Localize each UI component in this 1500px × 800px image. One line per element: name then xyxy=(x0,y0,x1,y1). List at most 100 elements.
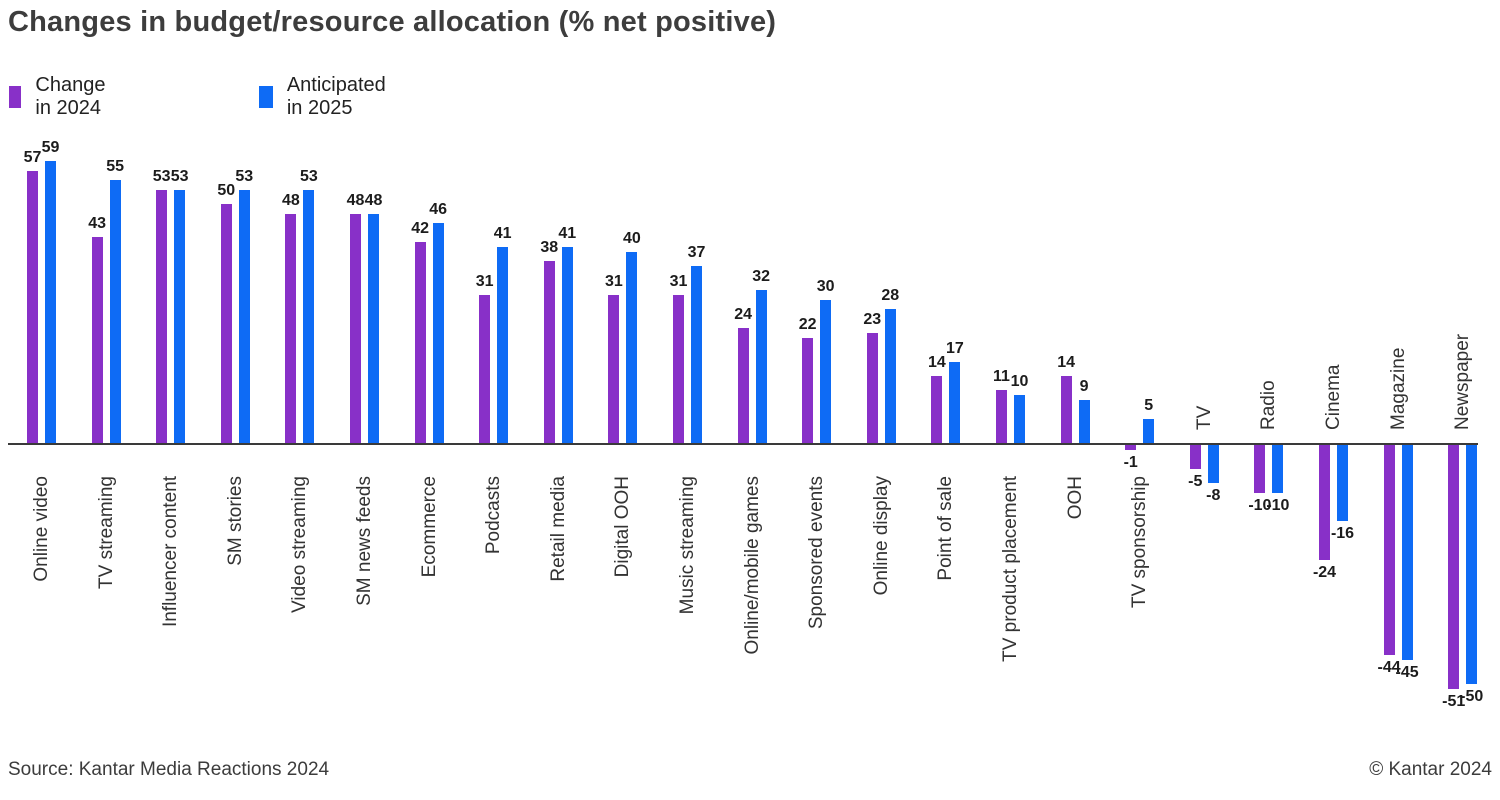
bar-anticipated-2025 xyxy=(949,361,961,443)
category-label: Newspaper xyxy=(1452,333,1474,430)
x-axis-line xyxy=(8,443,1478,445)
category-label: Podcasts xyxy=(483,476,505,555)
value-label: -10 xyxy=(1248,496,1272,514)
bar-change-2024 xyxy=(1060,376,1072,443)
chart-title: Changes in budget/resource allocation (%… xyxy=(8,6,777,38)
value-label: 22 xyxy=(798,315,817,333)
bar-anticipated-2025 xyxy=(45,160,56,443)
category-label: Digital OOH xyxy=(612,476,634,578)
bar-anticipated-2025 xyxy=(1078,399,1090,443)
bar-change-2024 xyxy=(1189,445,1201,469)
value-label: 38 xyxy=(540,239,559,257)
bar-anticipated-2025 xyxy=(755,290,767,443)
value-label: 53 xyxy=(299,167,318,185)
value-label: 50 xyxy=(217,182,236,199)
value-label: 53 xyxy=(170,167,189,185)
bar-change-2024 xyxy=(1125,445,1137,450)
category-label: Point of sale xyxy=(935,476,957,581)
source-text: Source: Kantar Media Reactions 2024 xyxy=(8,759,330,780)
value-label: -16 xyxy=(1330,525,1355,543)
bar-anticipated-2025 xyxy=(1272,445,1284,493)
value-label: 48 xyxy=(281,191,300,209)
legend-item-anticipated-2025: Anticipated in 2025 xyxy=(259,74,394,120)
category-label: Sponsored events xyxy=(806,476,828,630)
category-label: Radio xyxy=(1258,380,1280,430)
bar-change-2024 xyxy=(220,204,232,443)
value-label: -45 xyxy=(1395,664,1419,682)
value-label: -44 xyxy=(1377,659,1401,677)
category-label: Ecommerce xyxy=(418,476,440,578)
value-label: 14 xyxy=(1057,354,1075,372)
value-label: 53 xyxy=(235,167,254,185)
value-label: 41 xyxy=(493,225,512,243)
value-label: 48 xyxy=(346,191,365,209)
bar-change-2024 xyxy=(737,328,749,443)
value-label: 42 xyxy=(411,220,429,238)
category-label: Online video xyxy=(31,476,52,582)
bar-change-2024 xyxy=(931,376,943,443)
value-label: 40 xyxy=(622,229,641,247)
value-label: -50 xyxy=(1460,688,1484,705)
category-label: TV xyxy=(1193,405,1215,430)
value-label: 31 xyxy=(475,272,494,290)
legend-swatch-blue-icon xyxy=(259,86,273,108)
value-label: 41 xyxy=(558,225,577,243)
value-label: 31 xyxy=(604,272,623,290)
category-label: Music streaming xyxy=(677,476,698,615)
bar-anticipated-2025 xyxy=(1014,395,1025,443)
bar-anticipated-2025 xyxy=(1466,445,1478,684)
bar-change-2024 xyxy=(608,294,620,443)
bar-change-2024 xyxy=(27,170,38,443)
value-label: 55 xyxy=(106,158,124,176)
bar-anticipated-2025 xyxy=(432,223,444,443)
bar-anticipated-2025 xyxy=(884,309,896,443)
value-label: 31 xyxy=(669,272,688,290)
category-label: Video streaming xyxy=(289,476,311,613)
bar-anticipated-2025 xyxy=(497,247,509,443)
category-label: OOH xyxy=(1064,476,1086,520)
value-label: 57 xyxy=(23,148,42,166)
value-label: 17 xyxy=(945,339,964,357)
category-label: SM news feeds xyxy=(354,476,375,606)
value-label: 59 xyxy=(41,138,60,156)
legend-item-change-2024: Change in 2024 xyxy=(9,74,115,120)
value-label: 14 xyxy=(927,354,946,372)
value-label: -24 xyxy=(1312,563,1337,581)
copyright-text: © Kantar 2024 xyxy=(1369,759,1492,780)
category-label: Influencer content xyxy=(160,476,182,628)
bar-change-2024 xyxy=(350,213,361,443)
bar-change-2024 xyxy=(91,237,103,443)
category-label: Retail media xyxy=(547,476,569,582)
value-label: 23 xyxy=(863,311,882,329)
category-label: TV streaming xyxy=(95,476,117,589)
value-label: 32 xyxy=(752,268,770,286)
bar-anticipated-2025 xyxy=(368,213,379,443)
bar-change-2024 xyxy=(1319,445,1330,560)
bar-change-2024 xyxy=(1448,445,1460,689)
bar-anticipated-2025 xyxy=(1143,419,1155,443)
bar-change-2024 xyxy=(1254,445,1266,493)
bar-anticipated-2025 xyxy=(1401,445,1413,661)
bar-anticipated-2025 xyxy=(626,251,638,443)
value-label: -8 xyxy=(1206,487,1221,505)
legend-label-change-2024: Change in 2024 xyxy=(35,74,106,119)
category-label: TV product placement xyxy=(1000,476,1021,662)
category-label: SM stories xyxy=(224,476,246,566)
value-label: 30 xyxy=(816,277,835,295)
value-label: 37 xyxy=(687,244,706,262)
legend-swatch-purple-icon xyxy=(9,86,22,108)
value-label: 53 xyxy=(152,167,171,185)
bar-anticipated-2025 xyxy=(1207,445,1219,484)
value-label: 10 xyxy=(1010,373,1029,391)
category-label: Online/mobile games xyxy=(741,476,763,655)
value-label: -5 xyxy=(1188,472,1203,490)
bar-change-2024 xyxy=(156,189,168,443)
bar-anticipated-2025 xyxy=(561,247,573,443)
bar-change-2024 xyxy=(414,242,426,443)
category-label: Cinema xyxy=(1323,364,1344,430)
bar-change-2024 xyxy=(285,213,297,443)
legend-label-anticipated-2025: Anticipated in 2025 xyxy=(286,74,386,119)
category-label: TV sponsorship xyxy=(1129,476,1151,609)
